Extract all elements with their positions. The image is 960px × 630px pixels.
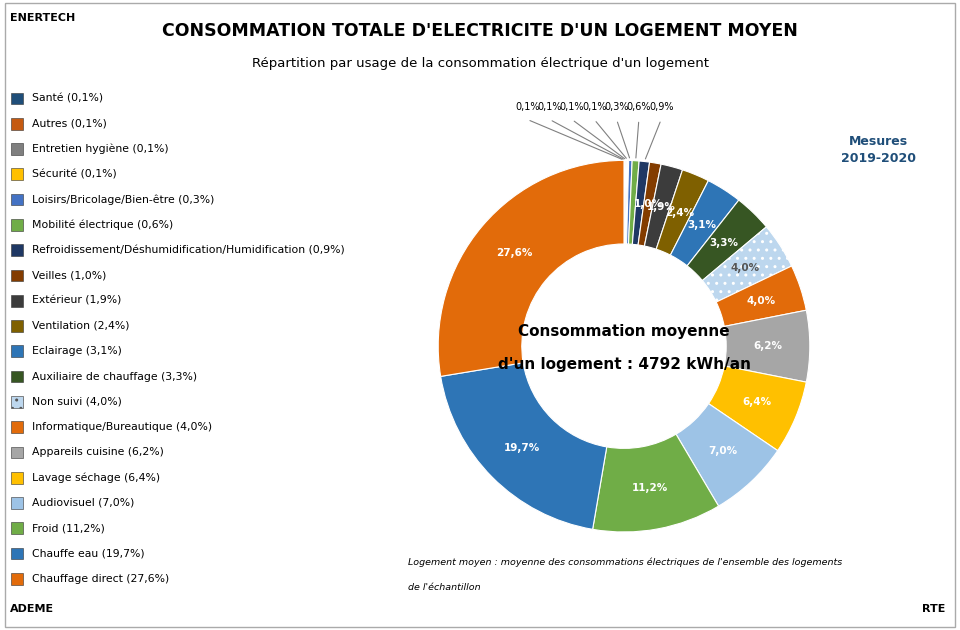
Text: 3,3%: 3,3% xyxy=(709,238,738,248)
Text: 7,0%: 7,0% xyxy=(708,446,737,456)
Wedge shape xyxy=(441,363,607,529)
Text: 0,6%: 0,6% xyxy=(627,102,651,112)
Text: Appareils cuisine (6,2%): Appareils cuisine (6,2%) xyxy=(32,447,163,457)
Text: Mobilité électrique (0,6%): Mobilité électrique (0,6%) xyxy=(32,220,173,230)
Wedge shape xyxy=(438,161,624,376)
Text: 6,4%: 6,4% xyxy=(742,397,772,407)
FancyBboxPatch shape xyxy=(11,143,23,155)
FancyBboxPatch shape xyxy=(11,345,23,357)
Text: 1,0%: 1,0% xyxy=(634,199,662,209)
Text: Audiovisuel (7,0%): Audiovisuel (7,0%) xyxy=(32,498,134,508)
Wedge shape xyxy=(716,266,806,326)
FancyBboxPatch shape xyxy=(11,547,23,559)
Text: 27,6%: 27,6% xyxy=(496,248,533,258)
Text: Autres (0,1%): Autres (0,1%) xyxy=(32,118,107,129)
Wedge shape xyxy=(633,161,650,245)
Text: 2,4%: 2,4% xyxy=(665,209,694,219)
Text: 19,7%: 19,7% xyxy=(504,443,540,453)
FancyBboxPatch shape xyxy=(11,472,23,484)
FancyBboxPatch shape xyxy=(11,447,23,458)
Text: RTE: RTE xyxy=(923,604,946,614)
Wedge shape xyxy=(629,161,639,244)
Text: 0,1%: 0,1% xyxy=(582,102,607,112)
Text: Sécurité (0,1%): Sécurité (0,1%) xyxy=(32,169,116,180)
Wedge shape xyxy=(676,404,778,506)
Text: 11,2%: 11,2% xyxy=(632,483,668,493)
Text: Entretien hygiène (0,1%): Entretien hygiène (0,1%) xyxy=(32,144,168,154)
Text: CONSOMMATION TOTALE D'ELECTRICITE D'UN LOGEMENT MOYEN: CONSOMMATION TOTALE D'ELECTRICITE D'UN L… xyxy=(162,22,798,40)
Text: 1,9%: 1,9% xyxy=(647,202,676,212)
Text: 0,3%: 0,3% xyxy=(604,102,629,112)
Text: d'un logement : 4792 kWh/an: d'un logement : 4792 kWh/an xyxy=(497,357,751,372)
Wedge shape xyxy=(657,170,708,255)
Text: Lavage séchage (6,4%): Lavage séchage (6,4%) xyxy=(32,472,159,483)
Text: Mesures
2019-2020: Mesures 2019-2020 xyxy=(841,135,916,166)
FancyBboxPatch shape xyxy=(11,370,23,382)
FancyBboxPatch shape xyxy=(11,270,23,281)
Wedge shape xyxy=(708,366,806,450)
Text: 6,2%: 6,2% xyxy=(754,341,782,351)
Wedge shape xyxy=(703,227,792,302)
Wedge shape xyxy=(592,434,719,532)
Text: Extérieur (1,9%): Extérieur (1,9%) xyxy=(32,295,121,306)
Text: 0,1%: 0,1% xyxy=(516,102,540,112)
Wedge shape xyxy=(670,181,739,266)
Text: Froid (11,2%): Froid (11,2%) xyxy=(32,524,105,533)
FancyBboxPatch shape xyxy=(11,522,23,534)
FancyBboxPatch shape xyxy=(11,193,23,205)
Wedge shape xyxy=(644,164,683,249)
Text: Chauffage direct (27,6%): Chauffage direct (27,6%) xyxy=(32,574,169,584)
FancyBboxPatch shape xyxy=(11,93,23,104)
Text: Répartition par usage de la consommation électrique d'un logement: Répartition par usage de la consommation… xyxy=(252,57,708,70)
Text: 0,1%: 0,1% xyxy=(538,102,562,112)
Text: Logement moyen : moyenne des consommations électriques de l'ensemble des logemen: Logement moyen : moyenne des consommatio… xyxy=(408,558,842,567)
Text: Non suivi (4,0%): Non suivi (4,0%) xyxy=(32,397,122,407)
FancyBboxPatch shape xyxy=(11,118,23,130)
Text: ADEME: ADEME xyxy=(10,604,54,614)
Wedge shape xyxy=(625,161,626,244)
Wedge shape xyxy=(724,310,810,382)
Text: Informatique/Bureautique (4,0%): Informatique/Bureautique (4,0%) xyxy=(32,422,212,432)
Text: 4,0%: 4,0% xyxy=(731,263,759,273)
Wedge shape xyxy=(624,161,625,244)
Text: Refroidissement/Déshumidification/Humidification (0,9%): Refroidissement/Déshumidification/Humidi… xyxy=(32,245,345,255)
Wedge shape xyxy=(638,162,661,246)
FancyBboxPatch shape xyxy=(11,396,23,408)
Wedge shape xyxy=(627,161,633,244)
Text: Santé (0,1%): Santé (0,1%) xyxy=(32,93,103,103)
FancyBboxPatch shape xyxy=(11,573,23,585)
Text: Eclairage (3,1%): Eclairage (3,1%) xyxy=(32,346,122,357)
Text: Veilles (1,0%): Veilles (1,0%) xyxy=(32,270,106,280)
FancyBboxPatch shape xyxy=(11,244,23,256)
Text: Chauffe eau (19,7%): Chauffe eau (19,7%) xyxy=(32,549,144,559)
Text: Loisirs/Bricolage/Bien-être (0,3%): Loisirs/Bricolage/Bien-être (0,3%) xyxy=(32,194,214,205)
FancyBboxPatch shape xyxy=(11,168,23,180)
Text: 0,9%: 0,9% xyxy=(649,102,673,112)
Text: de l'échantillon: de l'échantillon xyxy=(408,583,481,592)
Text: 4,0%: 4,0% xyxy=(746,296,776,306)
Text: Auxiliaire de chauffage (3,3%): Auxiliaire de chauffage (3,3%) xyxy=(32,372,197,382)
Wedge shape xyxy=(625,161,628,244)
Text: Consommation moyenne: Consommation moyenne xyxy=(518,324,730,339)
Text: 3,1%: 3,1% xyxy=(687,220,716,230)
FancyBboxPatch shape xyxy=(11,320,23,332)
Text: Ventilation (2,4%): Ventilation (2,4%) xyxy=(32,321,129,331)
Wedge shape xyxy=(687,200,766,280)
FancyBboxPatch shape xyxy=(11,497,23,509)
Wedge shape xyxy=(626,161,629,244)
Text: 0,1%: 0,1% xyxy=(560,102,585,112)
FancyBboxPatch shape xyxy=(11,219,23,231)
Text: ENERTECH: ENERTECH xyxy=(10,13,75,23)
FancyBboxPatch shape xyxy=(11,295,23,307)
FancyBboxPatch shape xyxy=(11,421,23,433)
